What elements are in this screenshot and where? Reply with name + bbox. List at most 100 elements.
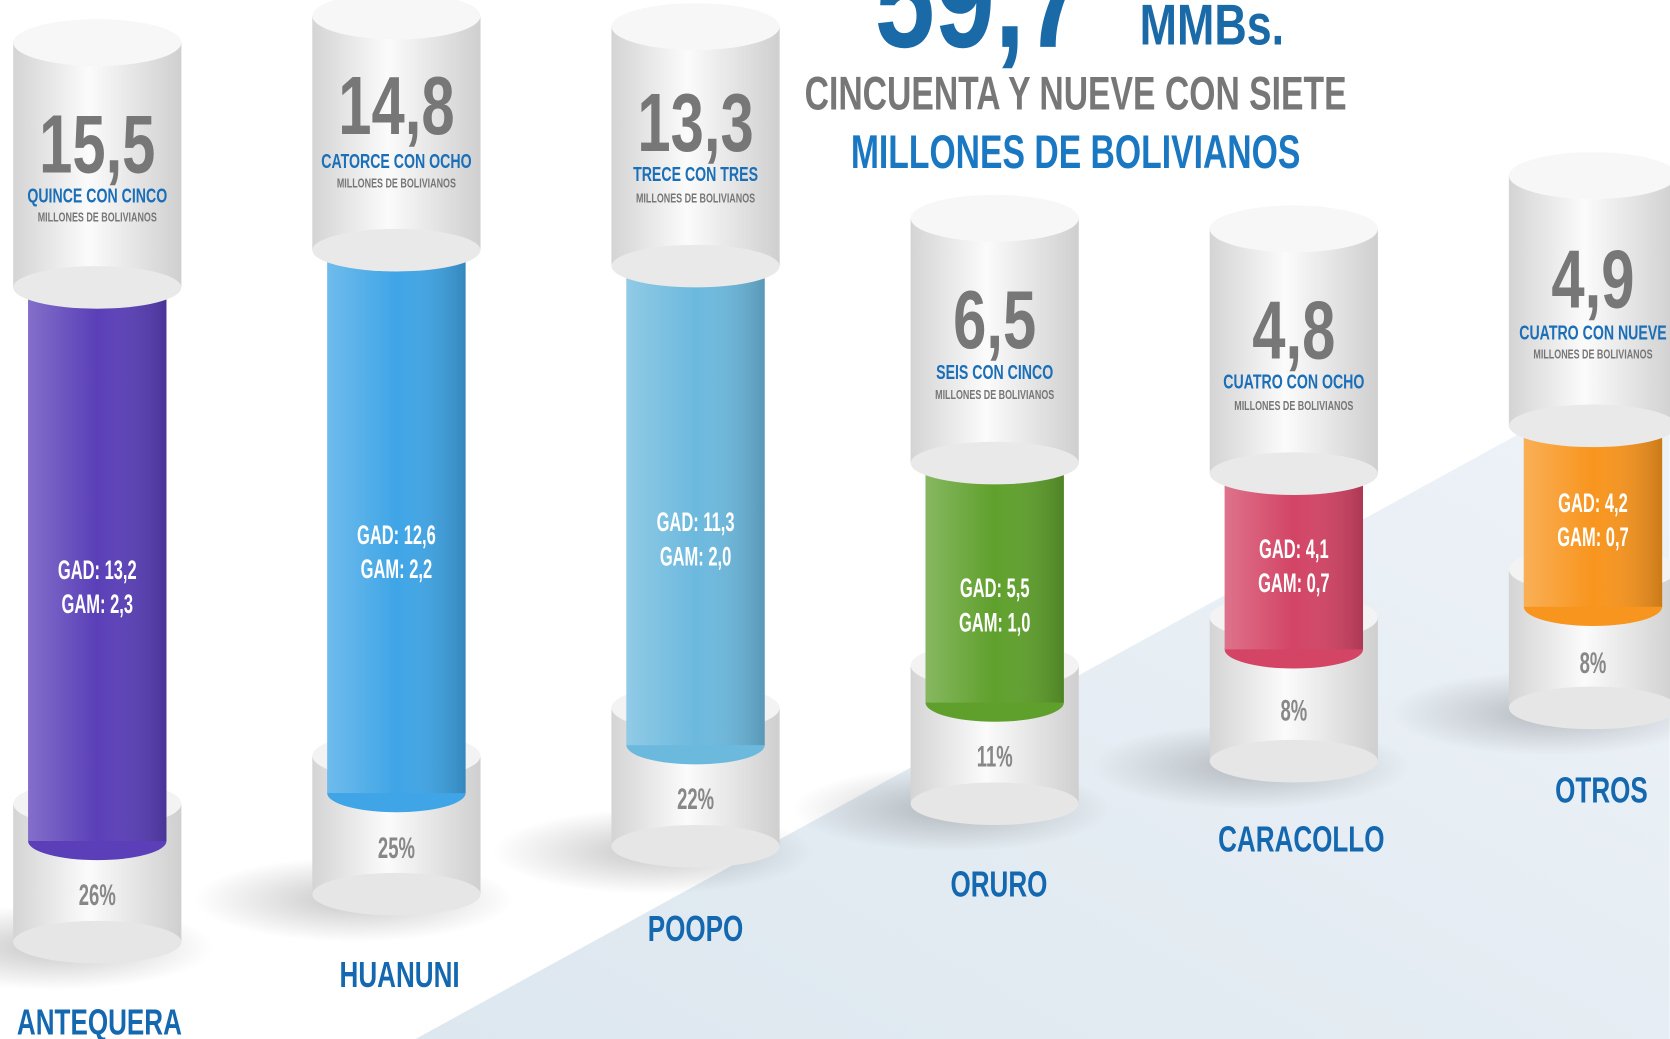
bottom-cap-base (1209, 739, 1378, 783)
bar-shine (28, 276, 167, 841)
bottom-cap-base (611, 825, 780, 868)
municipality-name: CARACOLLO (1218, 818, 1384, 859)
gam-value: GAM: 1,0 (959, 607, 1030, 637)
value-unit: MILLONES DE BOLIVIANOS (636, 192, 755, 206)
label-group: GAD: 11,3 (657, 507, 735, 537)
municipality-name: HUANUNI (340, 954, 460, 995)
label-group: 26% (79, 880, 116, 912)
value-unit: MILLONES DE BOLIVIANOS (935, 389, 1054, 403)
top-cap-bottom (1508, 404, 1670, 448)
share: 8% (1580, 648, 1607, 680)
total-words: CINCUENTA Y NUEVE CON SIETE (805, 67, 1347, 120)
gad-value: GAD: 4,1 (1259, 534, 1329, 564)
label-group: 8% (1580, 648, 1607, 680)
top-cap-bottom (611, 244, 780, 288)
municipality-name: ORURO (950, 863, 1047, 904)
label-group: 25% (378, 833, 415, 865)
label-group: 14,8 (338, 61, 454, 153)
value: 13,3 (637, 78, 753, 170)
bottom-cap-base (312, 872, 481, 916)
top-cap-top (1209, 205, 1378, 253)
gam-value: GAM: 2,3 (62, 589, 133, 619)
share: 22% (677, 784, 714, 816)
label-group: 6,5 (953, 275, 1036, 367)
label-group: MILLONES DE BOLIVIANOS (1533, 348, 1652, 362)
label-group: GAM: 2,0 (660, 541, 731, 571)
bar-shine (925, 457, 1064, 703)
top-cap (1209, 228, 1378, 474)
value-unit: MILLONES DE BOLIVIANOS (1533, 348, 1652, 362)
label-group: CUATRO CON NUEVE (1519, 321, 1666, 344)
bar-shine (1224, 468, 1364, 650)
gad-value: GAD: 12,6 (357, 520, 436, 550)
label-group: GAM: 0,7 (1258, 568, 1329, 598)
share: 8% (1280, 695, 1307, 727)
gam-value: GAM: 2,2 (361, 554, 432, 584)
label-group: POOPO (648, 908, 744, 949)
top-cap (312, 15, 481, 251)
value-words: TRECE CON TRES (633, 162, 758, 185)
value: 4,9 (1551, 234, 1634, 326)
top-cap-bottom (13, 266, 182, 309)
label-group: 4,8 (1252, 285, 1335, 377)
label-group: 8% (1280, 695, 1307, 727)
label-group: MILLONES DE BOLIVIANOS (337, 177, 456, 191)
share: 25% (378, 833, 415, 865)
label-group: GAD: 13,2 (58, 555, 137, 585)
top-cap (910, 218, 1079, 464)
value-words: SEIS CON CINCO (936, 360, 1053, 383)
top-cap-bottom (312, 228, 481, 272)
share: 26% (79, 880, 116, 912)
top-cap (13, 42, 182, 288)
label-group: 4,9 (1551, 234, 1634, 326)
value-unit: MILLONES DE BOLIVIANOS (38, 211, 157, 225)
gad-value: GAD: 11,3 (657, 507, 735, 537)
bar-shine (1523, 420, 1663, 607)
label-group: GAM: 1,0 (959, 607, 1030, 637)
label-group: CATORCE CON OCHO (321, 150, 471, 173)
label-group: ANTEQUERA (17, 1001, 182, 1039)
gam-value: GAM: 2,0 (660, 541, 731, 571)
label-group: CUATRO CON OCHO (1223, 370, 1364, 393)
label-group: GAD: 4,1 (1259, 534, 1329, 564)
label-group: MILLONES DE BOLIVIANOS (935, 389, 1054, 403)
gam-value: GAM: 0,7 (1258, 568, 1329, 598)
bottom-cap-base (13, 920, 182, 964)
municipality-name: POOPO (648, 908, 744, 949)
label-group: GAD: 12,6 (357, 520, 436, 550)
bottom-cap-base (1508, 686, 1670, 730)
top-cap-top (1508, 152, 1670, 200)
top-cap-top (910, 194, 1079, 242)
label-group: GAM: 0,7 (1557, 522, 1628, 552)
label-group: MILLONES DE BOLIVIANOS (636, 192, 755, 206)
value: 14,8 (338, 61, 454, 153)
label-group: SEIS CON CINCO (936, 360, 1053, 383)
value: 4,8 (1252, 285, 1335, 377)
gad-value: GAD: 4,2 (1558, 488, 1628, 518)
top-cap-bottom (910, 441, 1079, 485)
value-words: CUATRO CON NUEVE (1519, 321, 1666, 344)
value-unit: MILLONES DE BOLIVIANOS (1234, 399, 1353, 413)
label-group: GAM: 2,2 (361, 554, 432, 584)
value: 6,5 (953, 275, 1036, 367)
bar-shine (327, 244, 466, 794)
bottom-cap-base (910, 782, 1079, 826)
total-words-unit: MILLONES DE BOLIVIANOS (851, 126, 1301, 179)
label-group: HUANUNI (340, 954, 460, 995)
value: 15,5 (39, 99, 155, 191)
top-cap-top (611, 3, 780, 51)
top-cap (1508, 175, 1670, 426)
share: 11% (977, 741, 1013, 773)
label-group: 15,5 (39, 99, 155, 191)
label-group: MILLONES DE BOLIVIANOS (38, 211, 157, 225)
label-group: 22% (677, 784, 714, 816)
label-group: CARACOLLO (1218, 818, 1384, 859)
label-group: TRECE CON TRES (633, 162, 758, 185)
label-group: GAD: 5,5 (960, 573, 1030, 603)
